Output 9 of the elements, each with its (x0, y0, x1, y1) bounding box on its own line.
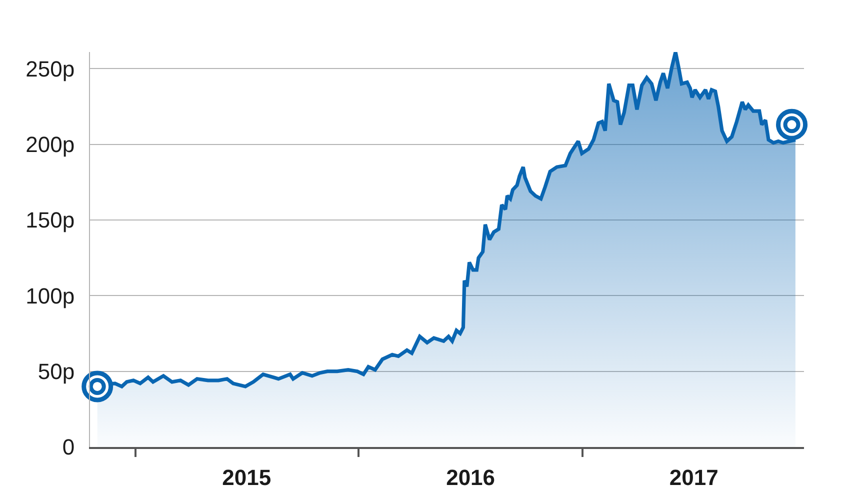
x-tick-label: 2017 (669, 465, 718, 490)
y-tick-label: 50p (38, 359, 75, 384)
y-tick-label: 100p (26, 283, 75, 308)
y-tick-label: 0 (62, 434, 75, 460)
x-tick-label: 2015 (222, 465, 272, 490)
y-tick-label: 200p (26, 132, 75, 158)
x-tick-label: 2016 (446, 465, 496, 490)
y-tick-label: 250p (26, 56, 75, 82)
y-tick-label: 150p (26, 208, 75, 233)
